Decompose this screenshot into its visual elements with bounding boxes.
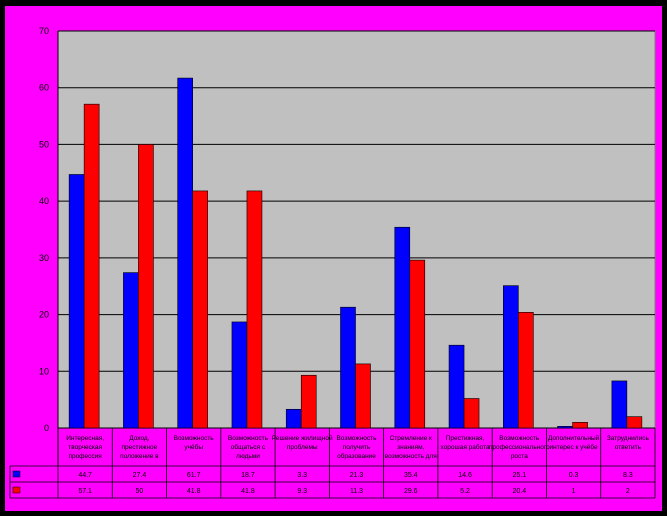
table-series-swatch (12, 486, 21, 494)
x-tick-label: Дополнительный интерес к учёбе (548, 434, 600, 451)
x-tick-label: Затруднились ответить (607, 435, 650, 451)
y-tick-label: 60 (39, 83, 49, 93)
bar-series-2 (626, 416, 643, 429)
plot-area (57, 30, 656, 429)
x-tick-label: Решение жилищной проблемы (272, 434, 333, 451)
bar-series-2 (246, 190, 263, 429)
table-value-label: 2 (626, 488, 630, 495)
x-tick-label: Интересная, творческая профессия (66, 435, 104, 460)
table-value-label: 57.1 (78, 488, 92, 495)
table-value-label: 27.4 (133, 472, 147, 479)
table-value-label: 44.7 (78, 472, 92, 479)
bar-series-2 (300, 374, 317, 429)
table-value-label: 25.1 (513, 472, 527, 479)
bar-series-1 (557, 425, 573, 429)
x-tick-label: Доход, престижное положение в (120, 435, 159, 460)
table-value-label: 35.4 (404, 472, 418, 479)
bar-series-2 (355, 363, 371, 429)
table-value-label: 20.4 (513, 488, 527, 495)
table-value-label: 61.7 (187, 472, 201, 479)
table-value-label: 5.2 (460, 488, 470, 495)
table-value-label: 41.8 (187, 488, 201, 495)
bar-series-1 (123, 272, 139, 429)
table-value-label: 3.3 (297, 472, 307, 479)
x-tick-label: Возможность общаться с людьми (228, 435, 269, 460)
table-value-label: 21.3 (350, 472, 364, 479)
y-tick-label: 40 (39, 196, 49, 206)
bar-chart: 0 10 20 30 40 50 60 70 Интересная, творческая проф… (9, 26, 656, 499)
x-tick-label: Возможность учёбы (174, 435, 215, 451)
bar-series-1 (68, 174, 85, 429)
bar-series-2 (83, 103, 100, 429)
bar-series-2 (463, 398, 480, 429)
table-value-label: 0.3 (569, 472, 579, 479)
table-value-label: 14.6 (458, 472, 472, 479)
bar-series-1 (340, 306, 356, 429)
y-tick-label: 20 (39, 310, 49, 320)
x-tick-label: Стремление к знаниям, возможность для (385, 435, 437, 460)
x-tick-label: Возможность профессионального роста (489, 435, 550, 460)
bar-series-2 (518, 312, 534, 429)
table-value-label: 1 (572, 488, 576, 495)
bar-series-1 (231, 321, 248, 429)
bar-series-2 (138, 144, 154, 429)
table-value-label: 29.6 (404, 488, 418, 495)
chart-area: 0 10 20 30 40 50 60 70 Интересная, творческая проф… (5, 6, 662, 511)
bar-series-2 (572, 422, 588, 429)
x-tick-label: Возможность получить образование (336, 435, 377, 460)
y-tick-label: 70 (39, 26, 49, 36)
bar-series-1 (448, 344, 465, 429)
table-value-label: 18.7 (241, 472, 255, 479)
table-value-label: 8.3 (623, 472, 633, 479)
y-tick-label: 50 (39, 139, 49, 149)
bar-series-2 (192, 190, 208, 429)
table-series-swatch (12, 470, 21, 478)
bar-series-1 (611, 380, 628, 429)
bar-series-1 (394, 226, 411, 429)
y-tick-label: 10 (39, 366, 49, 376)
bar-series-2 (409, 259, 426, 429)
x-tick-label: Престижная, хорошая работа (440, 435, 490, 451)
bar-series-1 (177, 77, 193, 429)
table-value-label: 11.3 (350, 488, 363, 495)
table-value-label: 9.3 (297, 488, 307, 495)
bar-series-1 (285, 408, 302, 429)
table-value-label: 50 (136, 488, 144, 495)
y-tick-label: 0 (44, 423, 49, 433)
bar-series-1 (503, 285, 519, 429)
table-value-label: 41.8 (241, 488, 255, 495)
y-tick-label: 30 (39, 253, 49, 263)
